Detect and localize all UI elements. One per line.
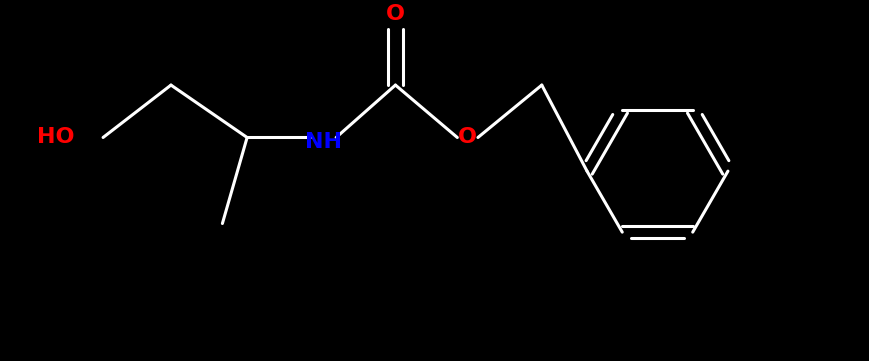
Text: O: O bbox=[386, 4, 405, 25]
Text: O: O bbox=[458, 127, 477, 148]
Text: HO: HO bbox=[37, 127, 75, 148]
Text: NH: NH bbox=[305, 132, 342, 152]
